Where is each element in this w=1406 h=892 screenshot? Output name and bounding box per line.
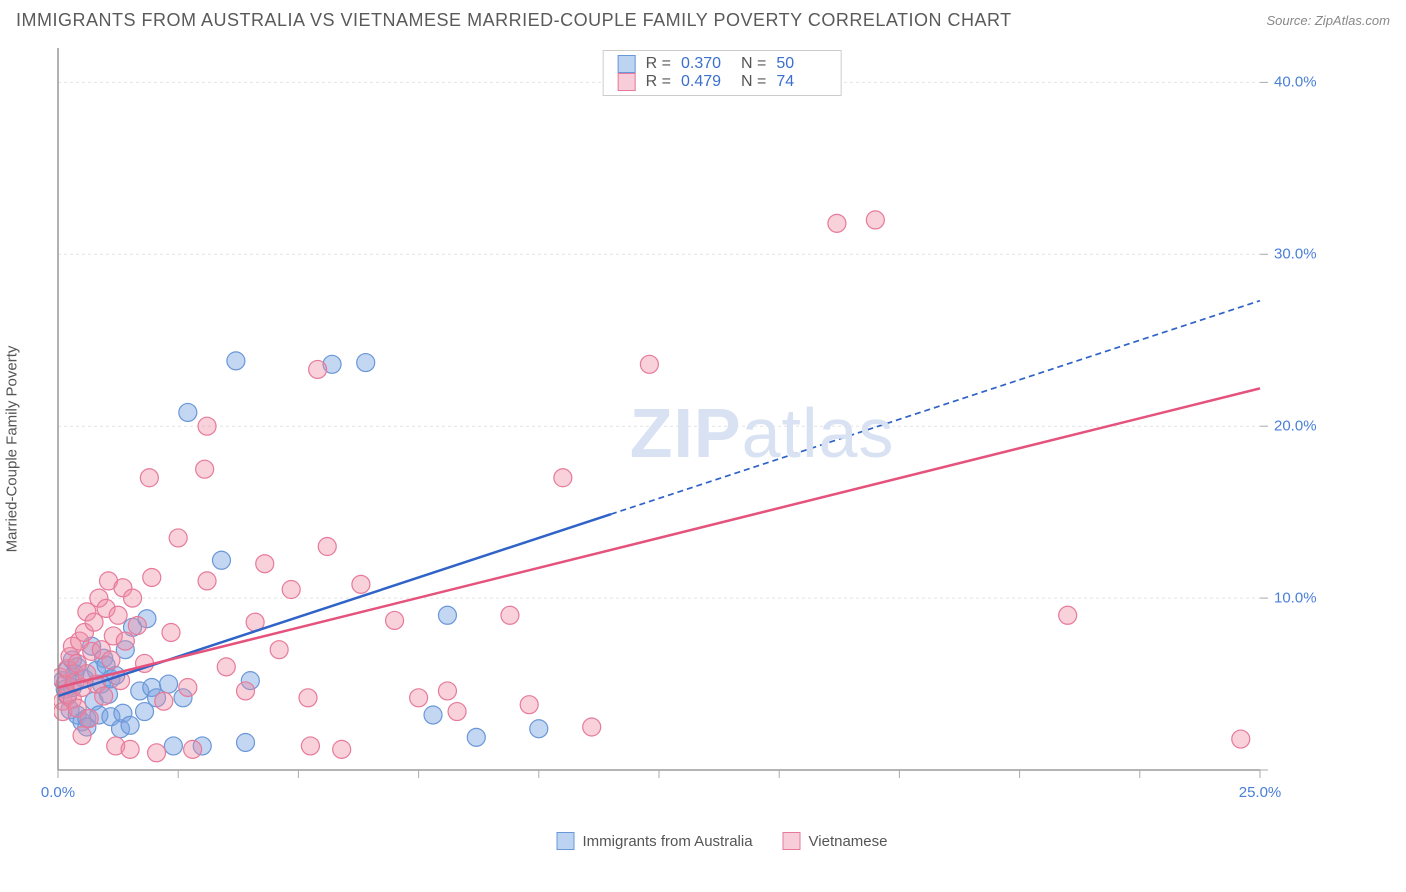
correlation-legend: R = 0.370 N = 50 R = 0.479 N = 74 [603, 50, 842, 96]
legend-swatch [618, 55, 636, 73]
x-tick-label: 25.0% [1239, 784, 1282, 801]
series-legend: Immigrants from Australia Vietnamese [557, 832, 888, 850]
scatter-plot [54, 44, 1324, 804]
y-tick-label: 40.0% [1274, 74, 1317, 91]
legend-label: Immigrants from Australia [583, 833, 753, 850]
y-axis-label: Married-Couple Family Poverty [4, 346, 21, 553]
legend-item: Immigrants from Australia [557, 832, 753, 850]
y-tick-label: 10.0% [1274, 590, 1317, 607]
chart-container: Married-Couple Family Poverty ZIPatlas R… [54, 44, 1390, 854]
legend-swatch [557, 832, 575, 850]
source-label: Source: ZipAtlas.com [1266, 13, 1390, 28]
y-tick-label: 30.0% [1274, 246, 1317, 263]
legend-swatch [783, 832, 801, 850]
x-tick-label: 0.0% [41, 784, 75, 801]
legend-item: Vietnamese [783, 832, 888, 850]
legend-stats-row: R = 0.370 N = 50 [618, 55, 827, 73]
legend-label: Vietnamese [809, 833, 888, 850]
y-tick-label: 20.0% [1274, 418, 1317, 435]
legend-stats-row: R = 0.479 N = 74 [618, 73, 827, 91]
legend-swatch [618, 73, 636, 91]
chart-title: IMMIGRANTS FROM AUSTRALIA VS VIETNAMESE … [16, 10, 1012, 31]
